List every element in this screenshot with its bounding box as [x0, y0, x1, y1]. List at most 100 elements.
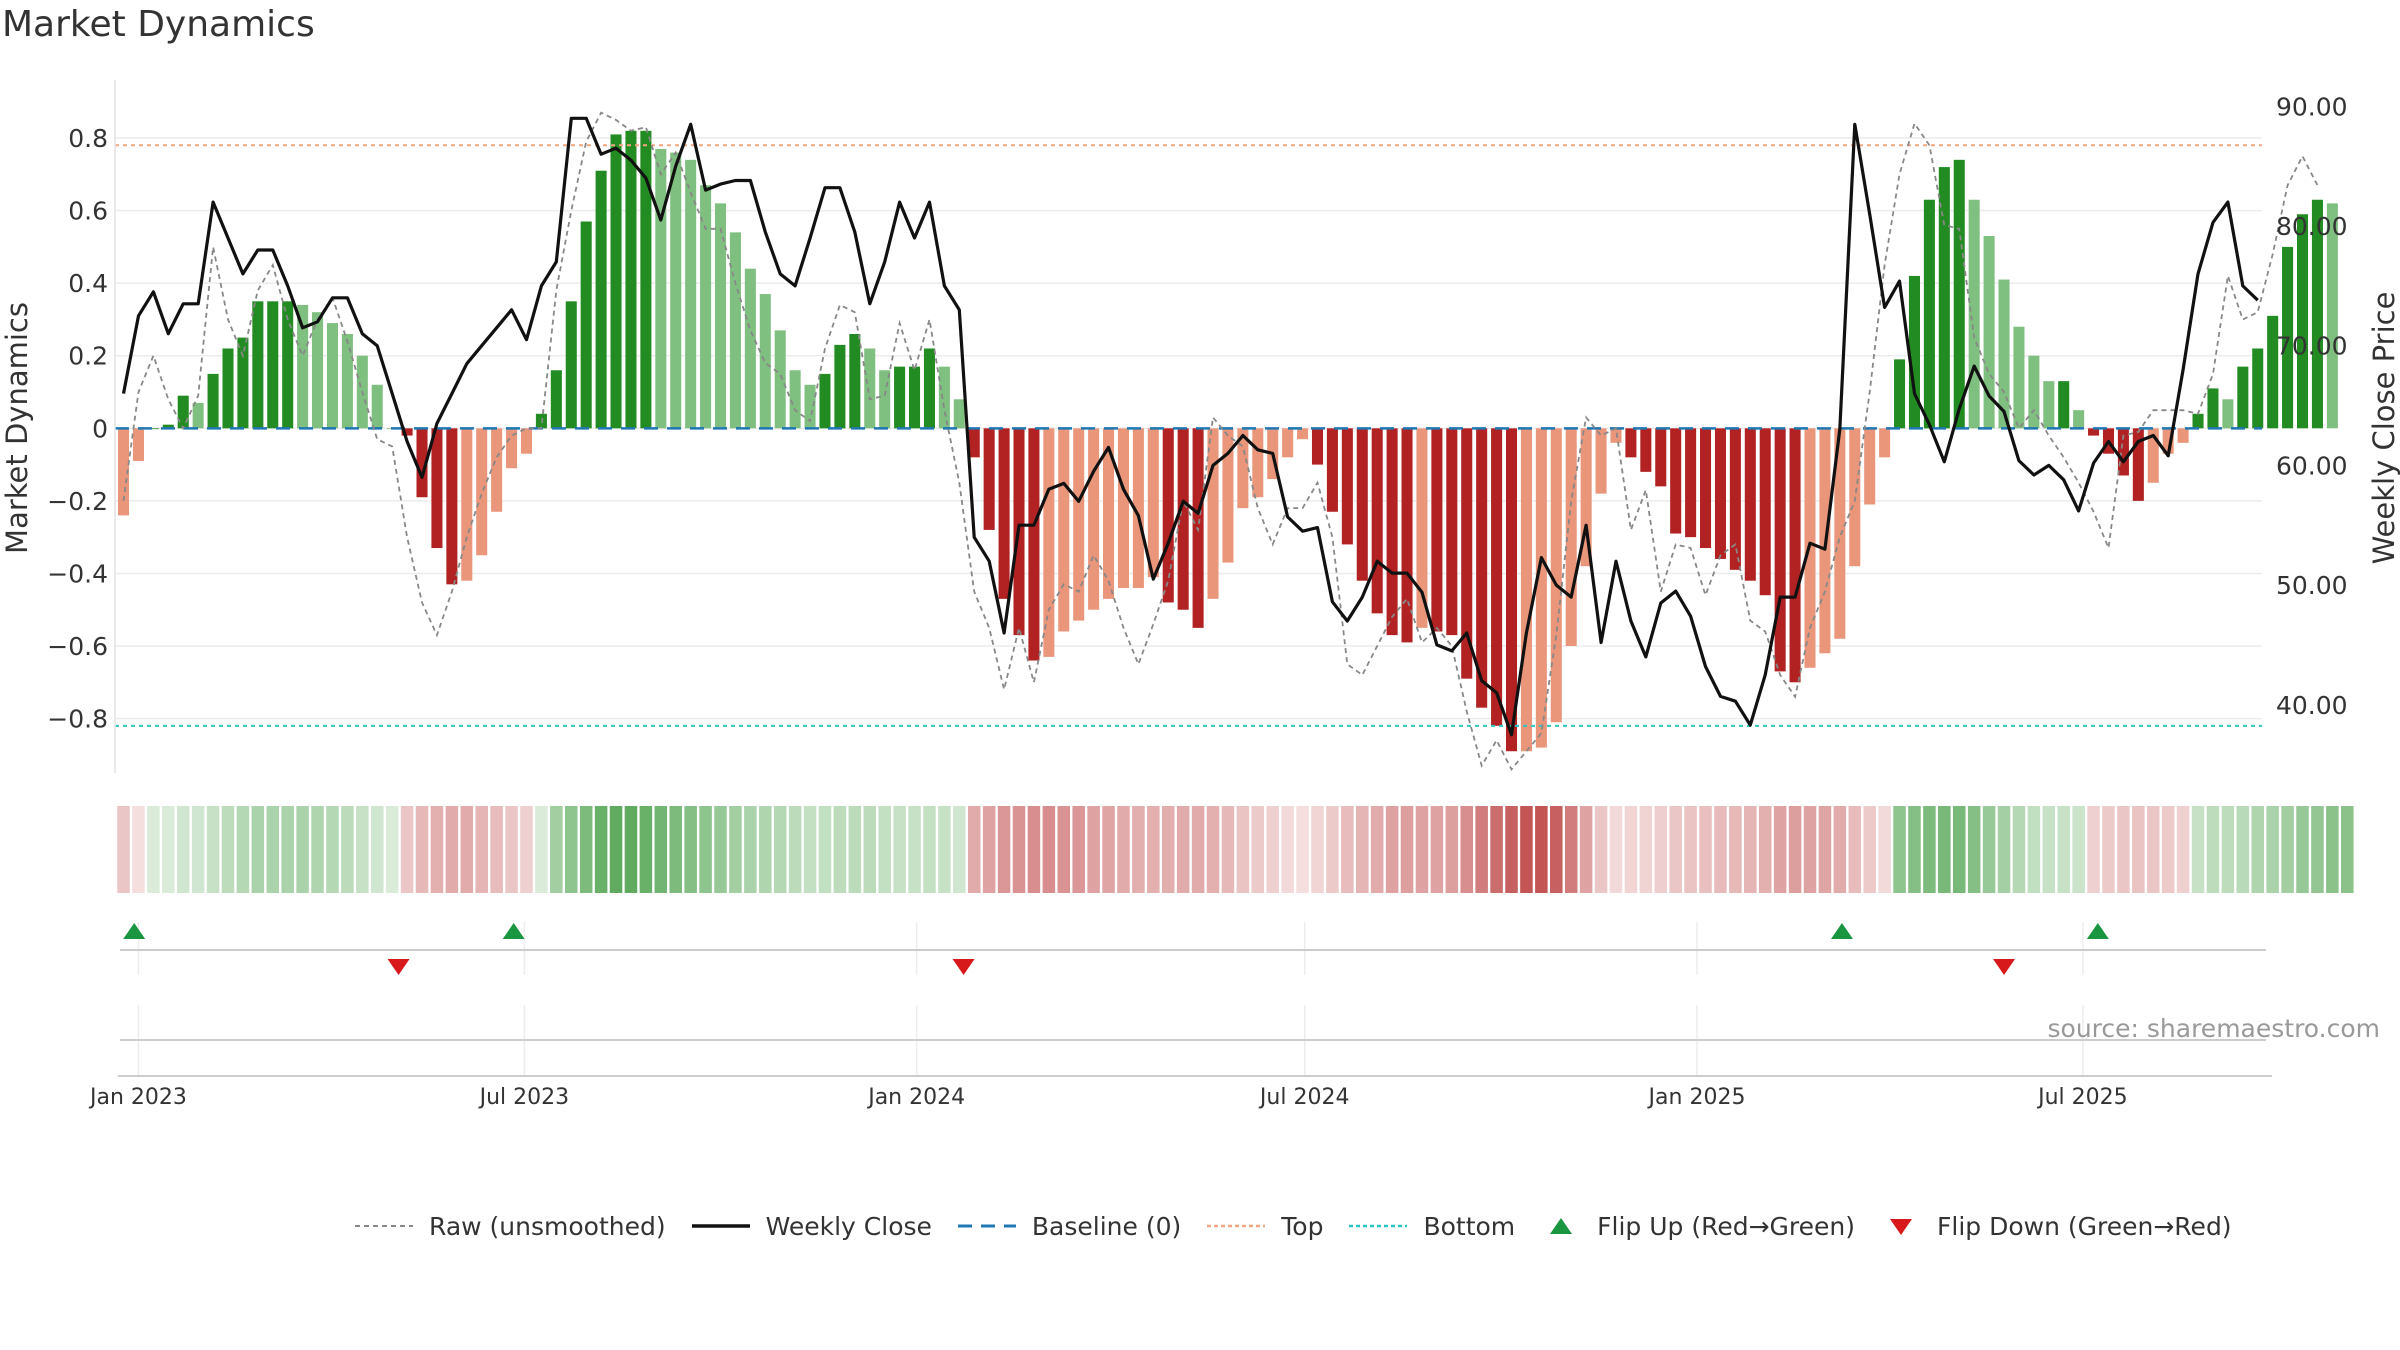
dynamics-bar — [1744, 428, 1756, 581]
y-right-tick-label: 40.00 — [2276, 691, 2348, 720]
dynamics-bar — [923, 348, 935, 429]
dynamics-bar — [267, 301, 279, 429]
regime-strip-cell — [2072, 806, 2085, 893]
regime-strip-cell — [818, 806, 832, 893]
legend-bottom-swatch — [1349, 1224, 1408, 1228]
dynamics-bar — [1431, 428, 1443, 632]
dynamics-bar — [1132, 428, 1144, 588]
dynamics-bar — [1311, 428, 1324, 465]
regime-strip-cell — [2012, 806, 2026, 893]
legend-raw-label: Raw (unsmoothed) — [429, 1211, 666, 1241]
regime-strip-cell — [639, 806, 653, 893]
regime-strip-cell — [1952, 806, 1966, 893]
regime-strip-cell — [1938, 806, 1951, 893]
legend-item-raw: Raw (unsmoothed) — [355, 1212, 666, 1241]
dynamics-bar — [147, 428, 159, 430]
dynamics-bar — [849, 333, 861, 429]
regime-strip-cell — [2281, 806, 2294, 893]
dynamics-bar — [834, 344, 846, 429]
regime-strip-cell — [1744, 806, 1757, 893]
regime-strip-cell — [2311, 806, 2324, 893]
legend-baseline-swatch — [957, 1224, 1016, 1228]
regime-strip-cell — [505, 806, 518, 893]
dynamics-bar — [670, 152, 682, 429]
regime-strip-cell — [997, 806, 1011, 893]
regime-strip-cell — [2176, 806, 2190, 893]
dynamics-bar — [953, 399, 965, 429]
dynamics-bar — [341, 333, 353, 429]
x-tick-label: Jul 2023 — [478, 1085, 570, 1110]
dynamics-bar — [2147, 428, 2159, 483]
dynamics-bar — [655, 148, 667, 429]
regime-strip-cell — [579, 806, 593, 893]
dynamics-bar — [2058, 381, 2070, 429]
dynamics-bar — [759, 294, 771, 429]
regime-strip-cell — [296, 806, 309, 893]
regime-strip-cell — [1609, 806, 1623, 893]
regime-strip-cell — [1550, 806, 1563, 893]
dynamics-bar — [371, 384, 383, 429]
dynamics-bar — [1655, 428, 1667, 487]
regime-strip-cell — [117, 806, 130, 893]
regime-strip-cell — [2146, 806, 2160, 893]
x-tick-label: Jan 2024 — [866, 1085, 965, 1110]
regime-strip-cell — [773, 806, 787, 893]
dynamics-bar — [1789, 428, 1801, 683]
dynamics-bar — [1326, 428, 1338, 512]
y-left-axis-label: Market Dynamics — [0, 302, 34, 554]
source-label: source: sharemaestro.com — [2047, 1014, 2381, 1043]
regime-strip-cell — [1400, 806, 1414, 893]
regime-strip-cell — [445, 806, 459, 893]
dynamics-bar — [565, 301, 577, 429]
dynamics-bar — [506, 428, 518, 469]
regime-strip-cell — [624, 806, 638, 893]
regime-strip-cell — [162, 806, 175, 893]
y-left-tick-label: 0.4 — [68, 269, 108, 298]
dynamics-bar — [118, 428, 130, 516]
flip-down-marker — [952, 959, 975, 975]
dynamics-bar — [1446, 428, 1458, 636]
regime-strip-cell — [206, 806, 220, 893]
regime-strip-cell — [311, 806, 324, 893]
legend: Raw (unsmoothed) Weekly Close Baseline (… — [355, 1206, 2258, 1246]
dynamics-bar — [1147, 428, 1159, 578]
regime-strip-cell — [2087, 806, 2100, 893]
regime-strip-cell — [669, 806, 683, 893]
dynamics-bar — [1401, 428, 1413, 643]
regime-strip-cell — [803, 806, 817, 893]
regime-strip-cell — [2042, 806, 2056, 893]
regime-strip-cell — [953, 806, 966, 893]
regime-strip-cell — [2057, 806, 2070, 893]
dynamics-bar — [909, 366, 921, 429]
dynamics-bar — [1879, 428, 1891, 458]
regime-strip-cell — [1699, 806, 1712, 893]
regime-strip-cell — [967, 806, 981, 893]
dynamics-bar — [2073, 410, 2085, 429]
regime-strip-cell — [1161, 806, 1175, 893]
regime-strip — [117, 806, 2354, 893]
dynamics-bar — [446, 428, 458, 585]
regime-strip-cell — [1281, 806, 1294, 893]
dynamics-bar — [1073, 428, 1085, 621]
regime-strip-cell — [326, 806, 339, 893]
regime-strip-cell — [1057, 806, 1071, 893]
dynamics-bar — [1580, 428, 1592, 567]
regime-strip-cell — [1997, 806, 2011, 893]
dynamics-bar — [595, 170, 607, 429]
flip-markers-panel — [120, 922, 2266, 975]
dynamics-bar — [1371, 428, 1383, 614]
dynamics-bar — [1297, 428, 1309, 440]
regime-strip-cell — [2251, 806, 2265, 893]
regime-strip-cell — [176, 806, 190, 893]
dynamics-bar — [580, 221, 592, 429]
dynamics-bar — [1700, 428, 1712, 549]
regime-strip-cell — [1385, 806, 1399, 893]
regime-strip-cell — [759, 806, 772, 893]
dynamics-bar — [550, 370, 562, 429]
regime-strip-cell — [1729, 806, 1742, 893]
dynamics-bar — [1252, 428, 1264, 498]
x-tick-label: Jan 2025 — [1647, 1085, 1746, 1110]
regime-strip-cell — [1714, 806, 1727, 893]
dynamics-bar — [1998, 279, 2010, 429]
dynamics-bar — [1237, 428, 1249, 509]
